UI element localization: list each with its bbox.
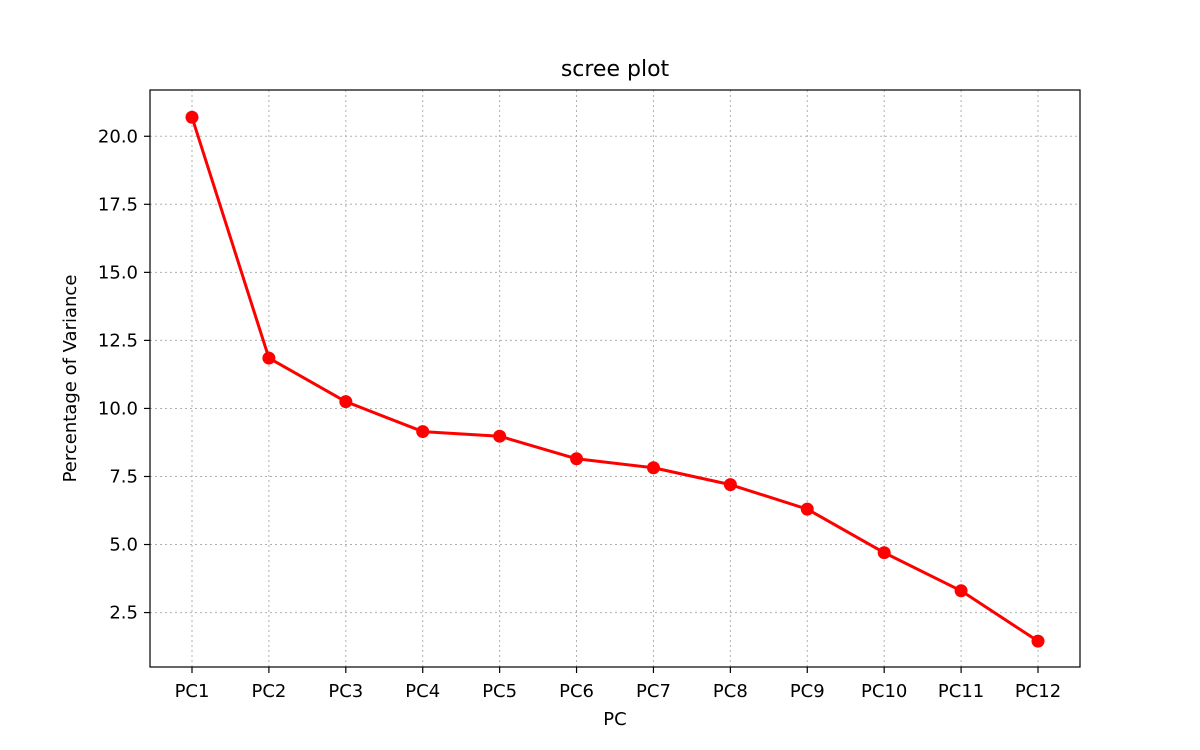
data-point xyxy=(800,502,814,516)
tick-layer: PC1 PC2 PC3 PC4 PC5 PC6 PC7 PC8 PC9 PC10 PC11 PC12 2… xyxy=(98,126,1061,702)
data-point xyxy=(262,351,276,365)
data-point xyxy=(877,546,891,560)
x-axis-label: PC xyxy=(603,709,626,730)
x-tick-label: PC10 xyxy=(861,681,907,702)
data-point xyxy=(570,452,584,466)
x-tick-label: PC9 xyxy=(790,681,825,702)
series-layer xyxy=(185,110,1045,648)
chart-title: scree plot xyxy=(561,57,670,82)
data-point xyxy=(416,425,430,439)
x-tick-label: PC7 xyxy=(636,681,671,702)
data-point xyxy=(185,110,199,124)
data-point xyxy=(1031,634,1045,648)
x-tick-label: PC2 xyxy=(251,681,286,702)
x-tick-label: PC3 xyxy=(328,681,363,702)
y-tick-label: 2.5 xyxy=(109,603,138,624)
data-point xyxy=(493,429,507,443)
y-tick-label: 7.5 xyxy=(109,466,138,487)
y-tick-label: 17.5 xyxy=(98,194,138,215)
grid-layer xyxy=(150,90,1080,667)
x-tick-label: PC5 xyxy=(482,681,517,702)
plot-frame xyxy=(149,89,1081,668)
y-tick-label: 12.5 xyxy=(98,330,138,351)
y-tick-label: 20.0 xyxy=(98,126,138,147)
data-point xyxy=(954,584,968,598)
y-tick-label: 15.0 xyxy=(98,262,138,283)
data-point xyxy=(646,461,660,475)
x-tick-label: PC4 xyxy=(405,681,440,702)
x-tick-label: PC12 xyxy=(1015,681,1061,702)
y-tick-label: 10.0 xyxy=(98,398,138,419)
data-point xyxy=(339,395,353,409)
y-axis-label: Percentage of Variance xyxy=(60,275,81,483)
y-tick-label: 5.0 xyxy=(109,535,138,556)
x-tick-label: PC8 xyxy=(713,681,748,702)
x-tick-label: PC11 xyxy=(938,681,984,702)
x-tick-label: PC1 xyxy=(175,681,210,702)
series-line xyxy=(190,116,1039,643)
x-tick-label: PC6 xyxy=(559,681,594,702)
data-point xyxy=(723,478,737,492)
